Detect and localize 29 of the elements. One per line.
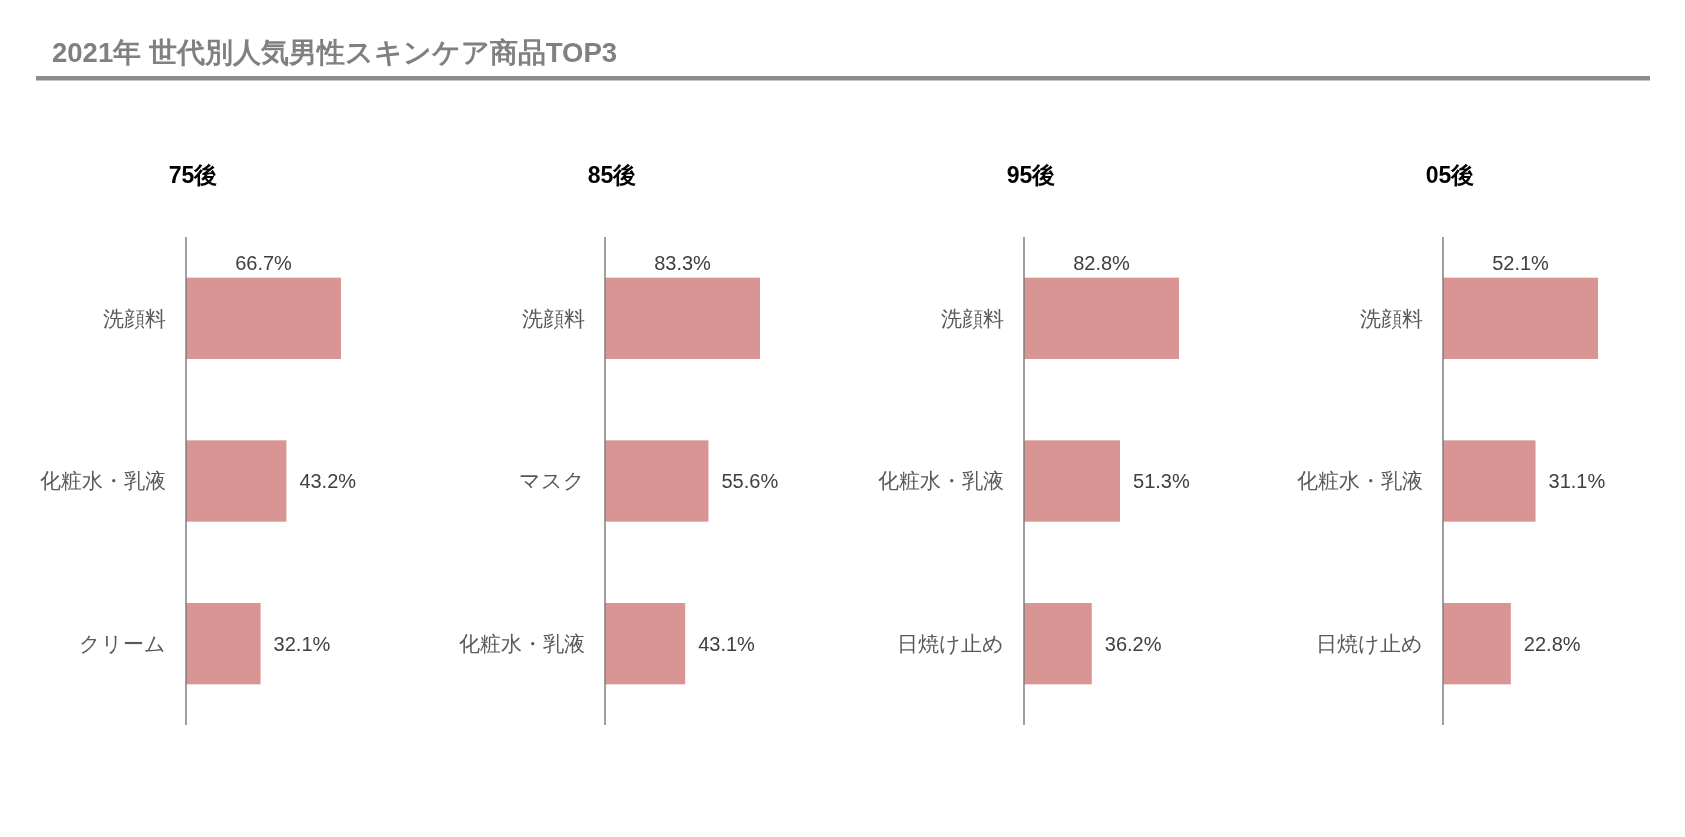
y-tick-label: マスク <box>519 469 585 493</box>
data-label: 52.1% <box>1492 251 1550 274</box>
data-label: 83.3% <box>654 251 712 274</box>
text: 2021年 世代別人気男性スキンケア商品TOP3 <box>52 37 618 68</box>
data-label: 51.3% <box>1133 470 1190 492</box>
data-label: 32.1% <box>273 632 331 655</box>
chart-title: 75後 <box>168 162 218 188</box>
data-label: 22.8% <box>1523 632 1581 655</box>
data-label: 66.7% <box>235 251 293 274</box>
y-tick-label: 化粧水・乳液 <box>1297 469 1423 493</box>
y-tick-label: 洗顔料 <box>522 306 585 330</box>
y-tick-label: 化粧水・乳液 <box>459 632 585 656</box>
y-tick-label: 洗顔料 <box>1360 306 1423 330</box>
chart-title: 05後 <box>1425 162 1475 188</box>
y-tick-label: 化粧水・乳液 <box>878 469 1004 493</box>
data-label: 31.1% <box>1548 470 1606 492</box>
data-label: 43.1% <box>698 632 756 655</box>
data-label: 55.6% <box>721 470 779 492</box>
data-label: 43.2% <box>299 470 357 492</box>
chart-title: 95後 <box>1006 162 1056 188</box>
y-tick-label: 洗顔料 <box>941 306 1004 330</box>
chart-title: 85後 <box>587 162 637 188</box>
y-tick-label: クリーム <box>79 632 166 656</box>
y-tick-label: 日焼け止め <box>1316 632 1423 656</box>
data-label: 82.8% <box>1073 251 1131 274</box>
y-tick-label: 洗顔料 <box>103 306 166 330</box>
data-label: 36.2% <box>1104 632 1162 655</box>
y-tick-label: 化粧水・乳液 <box>40 469 166 493</box>
y-tick-label: 日焼け止め <box>897 632 1004 656</box>
